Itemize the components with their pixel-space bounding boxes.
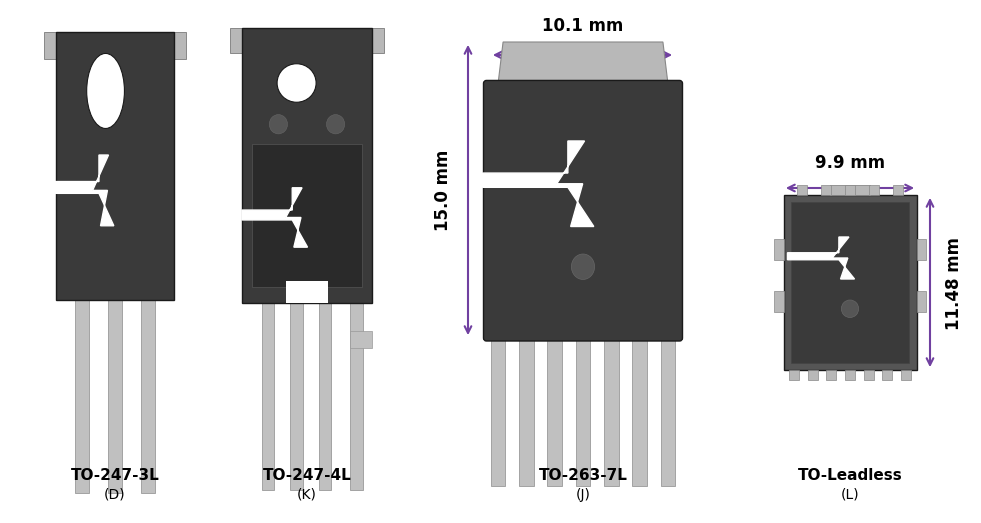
Bar xyxy=(174,32,185,59)
Polygon shape xyxy=(242,188,307,247)
Bar xyxy=(821,185,831,195)
Polygon shape xyxy=(50,155,114,226)
Bar xyxy=(547,338,562,486)
Bar xyxy=(372,28,384,53)
Bar xyxy=(868,185,879,195)
Bar xyxy=(660,338,675,486)
Bar xyxy=(826,370,837,380)
Bar xyxy=(604,338,619,486)
Bar xyxy=(242,28,372,303)
Text: 9.9 mm: 9.9 mm xyxy=(815,154,885,172)
Bar xyxy=(75,300,89,493)
Bar xyxy=(108,300,122,493)
Bar xyxy=(231,28,242,53)
Bar xyxy=(774,291,784,312)
Text: 11.48 mm: 11.48 mm xyxy=(945,236,963,329)
Polygon shape xyxy=(498,42,668,84)
Text: (L): (L) xyxy=(841,488,859,502)
Bar xyxy=(490,338,505,486)
Bar xyxy=(845,185,855,195)
Text: TO-247-3L: TO-247-3L xyxy=(71,468,159,483)
Bar xyxy=(882,370,893,380)
Text: (K): (K) xyxy=(297,488,317,502)
Ellipse shape xyxy=(842,300,858,317)
Bar xyxy=(519,338,534,486)
Bar xyxy=(916,239,926,260)
Bar xyxy=(916,291,926,312)
Bar xyxy=(350,331,372,348)
Ellipse shape xyxy=(270,115,287,134)
Polygon shape xyxy=(483,141,594,226)
Bar xyxy=(774,239,784,260)
Ellipse shape xyxy=(277,64,316,103)
Text: 15.0 mm: 15.0 mm xyxy=(434,149,452,231)
Text: TO-247-4L: TO-247-4L xyxy=(263,468,351,483)
Ellipse shape xyxy=(571,254,594,279)
Bar xyxy=(141,300,155,493)
Polygon shape xyxy=(788,237,854,279)
Bar xyxy=(286,281,328,303)
Bar xyxy=(290,303,303,490)
Bar xyxy=(863,370,874,380)
Bar xyxy=(784,195,916,370)
Bar xyxy=(56,32,174,300)
Text: 10.1 mm: 10.1 mm xyxy=(542,17,624,35)
Bar xyxy=(830,185,870,195)
FancyBboxPatch shape xyxy=(484,81,683,341)
Bar xyxy=(789,370,800,380)
Bar xyxy=(901,370,910,380)
Bar xyxy=(350,303,363,490)
Bar xyxy=(797,185,807,195)
Text: (J): (J) xyxy=(576,488,591,502)
Bar xyxy=(44,32,56,59)
Ellipse shape xyxy=(327,115,344,134)
Bar xyxy=(845,370,855,380)
Bar xyxy=(893,185,904,195)
Bar xyxy=(807,370,818,380)
Text: TO-Leadless: TO-Leadless xyxy=(798,468,903,483)
Bar xyxy=(576,338,591,486)
Text: TO-263-7L: TO-263-7L xyxy=(539,468,628,483)
Bar xyxy=(792,202,908,363)
Bar xyxy=(319,303,332,490)
Ellipse shape xyxy=(86,53,125,129)
Bar xyxy=(252,143,362,287)
Text: (D): (D) xyxy=(104,488,126,502)
Bar xyxy=(633,338,646,486)
Bar xyxy=(262,303,274,490)
